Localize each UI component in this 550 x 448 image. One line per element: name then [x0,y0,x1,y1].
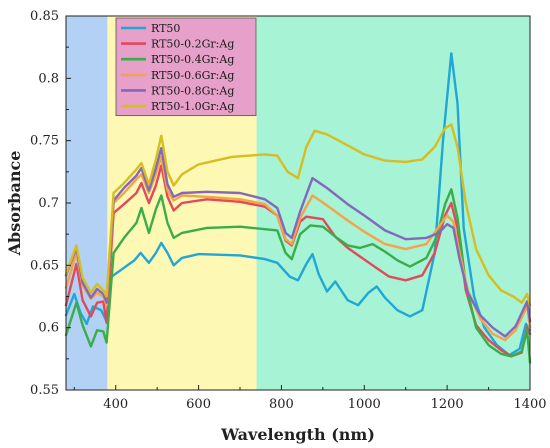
legend-label-2: RT50-0.2Gr:Ag [151,38,234,51]
y-tick-label: 0.65 [30,258,59,273]
legend-label-5: RT50-0.8Gr:Ag [151,84,234,97]
x-tick-label: 800 [269,397,294,412]
axis-ticks: 400 600 800 1000 1200 1400 0.55 0.6 0.65 0.7 0.75 0… [30,9,547,412]
y-tick-label: 0.55 [30,383,59,398]
region-band-1 [66,16,108,390]
y-tick-label: 0.75 [30,134,59,149]
legend-box [115,17,257,116]
x-tick-label: 400 [103,397,128,412]
x-tick-label: 600 [186,397,211,412]
y-tick-label: 0.85 [30,9,59,24]
series-line-6 [64,123,532,307]
legend: RT50 RT50-0.2Gr:Ag RT50-0.4Gr:Ag RT50-0.6Gr… [115,17,257,116]
y-axis-title: Absorbance [5,151,24,257]
y-tick-label: 0.7 [38,196,59,211]
x-tick-label: 1400 [513,397,546,412]
series-line-3 [64,188,532,364]
legend-label-3: RT50-0.4Gr:Ag [151,53,234,66]
legend-label-4: RT50-0.6Gr:Ag [151,69,234,82]
series-line-1 [64,52,532,357]
y-tick-label: 0.8 [38,71,59,86]
y-tick-label: 0.6 [38,321,59,336]
x-tick-label: 1200 [431,397,464,412]
legend-label-6: RT50-1.0Gr:Ag [151,100,234,113]
x-axis-title: Wavelength (nm) [220,425,375,444]
series-lines [64,52,532,364]
legend-label-1: RT50 [151,22,180,35]
x-tick-label: 1000 [348,397,381,412]
